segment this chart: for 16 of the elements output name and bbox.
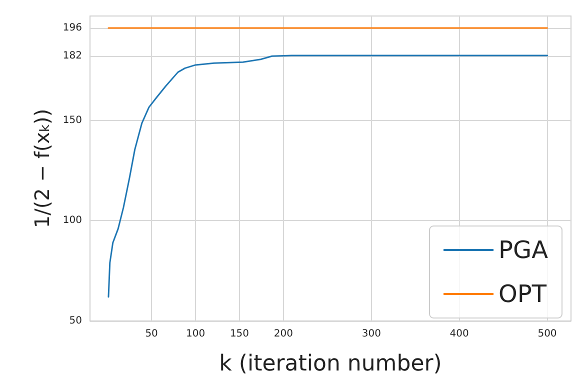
y-tick-label: 50 (69, 316, 82, 326)
y-tick-label: 100 (62, 215, 82, 226)
x-axis-title: k (iteration number) (219, 352, 442, 376)
x-tick-label: 300 (362, 328, 381, 340)
y-tick-label: 150 (62, 114, 82, 126)
x-tick-label: 500 (538, 328, 557, 340)
y-tick-label: 182 (62, 50, 82, 62)
x-tick-label: 50 (145, 328, 158, 340)
x-tick-label: 200 (274, 328, 293, 340)
x-tick-label: 100 (186, 328, 206, 340)
x-tick-label: 150 (230, 328, 250, 340)
y-axis-title: 1/(2 − f(xk)) (30, 108, 54, 228)
x-tick-label: 400 (450, 328, 469, 340)
legend-label: OPT (498, 280, 547, 308)
legend-label: PGA (498, 236, 549, 264)
y-tick-label: 196 (62, 22, 82, 34)
